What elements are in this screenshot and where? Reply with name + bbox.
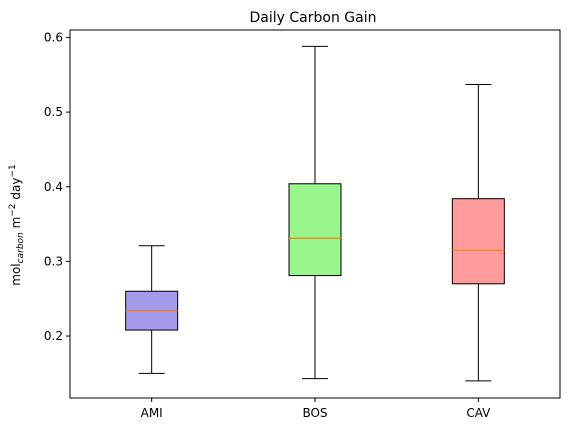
- y-tick-label: 0.3: [44, 254, 63, 268]
- y-label-sup1: −2: [8, 203, 18, 216]
- x-tick-label: AMI: [141, 406, 163, 420]
- x-tick-label: CAV: [466, 406, 491, 420]
- y-label-base: mol: [9, 263, 23, 285]
- axes-frame: [69, 29, 561, 399]
- y-label-subscript: carbon: [16, 232, 26, 263]
- y-axis-label: molcarbon m−2 day−1: [8, 164, 26, 285]
- x-tick-label: BOS: [302, 406, 327, 420]
- box-cav: [451, 198, 505, 285]
- y-label-mid: m: [9, 217, 23, 233]
- y-tick-label: 0.5: [44, 105, 63, 119]
- y-tick-label: 0.2: [44, 329, 63, 343]
- svg-text:molcarbon m−2 day−1: molcarbon m−2 day−1: [8, 164, 26, 285]
- y-tick-label: 0.4: [44, 180, 63, 194]
- y-label-mid2: day: [9, 178, 23, 204]
- plot-area: 0.2 0.3 0.4 0.5 0.6 AMI BOS CAV: [44, 29, 561, 420]
- y-tick-label: 0.6: [44, 30, 63, 44]
- y-label-sup2: −1: [8, 164, 18, 177]
- chart-title: Daily Carbon Gain: [250, 10, 377, 26]
- box-bos: [288, 183, 342, 277]
